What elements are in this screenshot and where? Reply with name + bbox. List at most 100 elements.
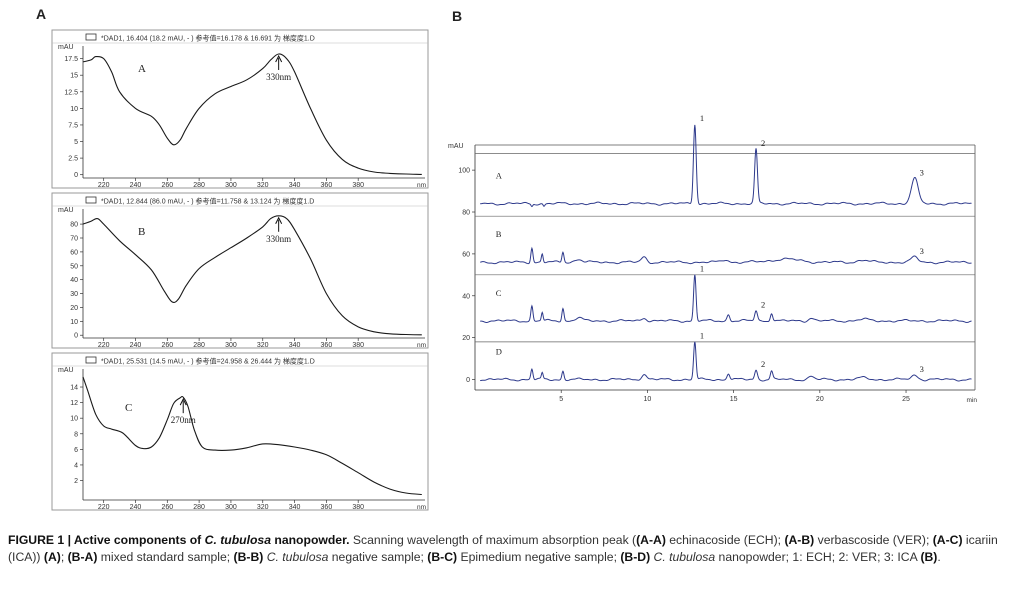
x-tick-label: 380 <box>352 342 364 349</box>
spectrum-letter: A <box>138 63 146 75</box>
spectrum-frame <box>51 29 429 189</box>
x-tick-label: 340 <box>289 504 301 511</box>
y-tick-label: 70 <box>70 236 78 243</box>
annotation-arrowhead <box>179 398 187 406</box>
trace-line <box>480 246 972 265</box>
caption-text: echinacoside (ECH); <box>665 533 785 547</box>
caption-text: ; <box>60 550 68 564</box>
spectrum-a-c: *DAD1, 25.531 (14.5 mAU, - ) 参考值=24.958 … <box>51 352 429 511</box>
spectrum-header: *DAD1, 16.404 (18.2 mAU, - ) 参考值=16.178 … <box>101 34 315 43</box>
trace-label: C <box>496 288 502 298</box>
x-axis-unit: min <box>967 397 978 404</box>
caption-lead-end: nanopowder. <box>271 533 350 547</box>
y-tick-label: 12 <box>70 400 78 407</box>
caption-text: Scanning wavelength of maximum absorptio… <box>349 533 637 547</box>
peak-label: 1 <box>700 331 704 341</box>
y-axis-unit: mAU <box>58 44 74 51</box>
caption-ref: (B) <box>920 550 938 564</box>
caption-ref: (B-C) <box>427 550 458 564</box>
y-tick-label: 12.5 <box>64 89 78 96</box>
x-tick-label: 340 <box>289 342 301 349</box>
peak-label: 2 <box>761 138 765 148</box>
spectrum-header: *DAD1, 25.531 (14.5 mAU, - ) 参考值=24.958 … <box>101 357 315 366</box>
y-axis-unit: mAU <box>58 207 74 214</box>
spectrum-line <box>82 53 422 175</box>
x-tick-label: 280 <box>193 342 205 349</box>
trace-line <box>480 341 972 382</box>
x-tick-label: 320 <box>257 504 269 511</box>
spectrum-header: *DAD1, 12.844 (86.0 mAU, - ) 参考值=11.758 … <box>101 197 314 206</box>
spectrum-letter: C <box>125 402 132 414</box>
caption-ref: (B-A) <box>67 550 98 564</box>
caption-italic: C. tubulosa <box>263 550 329 564</box>
x-tick-label: 280 <box>193 182 205 189</box>
caption-ref: (A-C) <box>932 533 963 547</box>
legend-swatch <box>85 196 97 204</box>
spectrum-line <box>82 376 422 496</box>
caption-lead: FIGURE 1 | Active components of <box>8 533 205 547</box>
uv-spectra-panel-a: *DAD1, 16.404 (18.2 mAU, - ) 参考值=16.178 … <box>51 29 429 511</box>
y-tick-label: 2 <box>74 478 78 485</box>
x-axis-unit: nm <box>417 504 426 511</box>
x-tick-label: 25 <box>902 396 910 403</box>
y-tick-label: 60 <box>70 249 78 256</box>
y-tick-label: 80 <box>462 210 470 217</box>
x-tick-label: 220 <box>98 504 110 511</box>
x-tick-label: 340 <box>289 182 301 189</box>
caption-text: verbascoside (VER); <box>814 533 933 547</box>
peak-label: 2 <box>761 299 765 309</box>
caption-text: nanopowder; 1: ECH; 2: VER; 3: ICA <box>715 550 921 564</box>
y-tick-label: 60 <box>462 251 470 258</box>
y-tick-label: 10 <box>70 416 78 423</box>
y-tick-label: 30 <box>70 291 78 298</box>
trace-d: D 1 2 3 <box>480 331 972 382</box>
spectrum-frame <box>51 192 429 349</box>
legend-swatch <box>85 33 97 41</box>
caption-text: . <box>937 550 941 564</box>
y-tick-label: 6 <box>74 447 78 454</box>
caption-lead-italic: C. tubulosa <box>204 533 271 547</box>
y-tick-label: 100 <box>458 168 470 175</box>
y-tick-label: 20 <box>462 335 470 342</box>
y-axis-unit: mAU <box>448 143 464 150</box>
caption-ref: (A-A) <box>636 533 666 547</box>
y-tick-label: 40 <box>462 293 470 300</box>
y-tick-label: 40 <box>70 277 78 284</box>
y-tick-label: 17.5 <box>64 56 78 63</box>
y-tick-label: 15 <box>70 73 78 80</box>
figure-caption: FIGURE 1 | Active components of C. tubul… <box>8 532 1012 566</box>
panel-a-label: A <box>36 6 47 22</box>
x-axis-unit: nm <box>417 182 426 189</box>
peak-label: 1 <box>700 264 704 274</box>
caption-ref: (B-D) <box>620 550 651 564</box>
x-tick-label: 360 <box>321 182 333 189</box>
peak-label: 2 <box>761 359 765 369</box>
annotation-label: 330nm <box>266 234 291 244</box>
panel-b-label: B <box>452 8 463 24</box>
x-tick-label: 5 <box>559 396 563 403</box>
x-tick-label: 300 <box>225 342 237 349</box>
x-tick-label: 15 <box>730 396 738 403</box>
peak-label: 3 <box>920 167 924 177</box>
peak-label: 3 <box>920 364 924 374</box>
y-tick-label: 0 <box>466 377 470 384</box>
trace-label: A <box>496 171 503 181</box>
x-tick-label: 260 <box>161 342 173 349</box>
y-tick-label: 10 <box>70 106 78 113</box>
y-tick-label: 80 <box>70 222 78 229</box>
y-tick-label: 0 <box>74 172 78 179</box>
trace-b: B3 <box>480 229 972 265</box>
spectrum-a-b: *DAD1, 12.844 (86.0 mAU, - ) 参考值=11.758 … <box>51 192 429 349</box>
x-tick-label: 260 <box>161 182 173 189</box>
trace-label: B <box>496 229 502 239</box>
trace-a: A 1 2 3 <box>480 113 972 208</box>
x-tick-label: 220 <box>98 182 110 189</box>
trace-line <box>480 274 972 323</box>
caption-ref: (A) <box>43 550 61 564</box>
x-tick-label: 280 <box>193 504 205 511</box>
x-tick-label: 320 <box>257 182 269 189</box>
x-tick-label: 380 <box>352 182 364 189</box>
caption-text: negative sample; <box>328 550 428 564</box>
